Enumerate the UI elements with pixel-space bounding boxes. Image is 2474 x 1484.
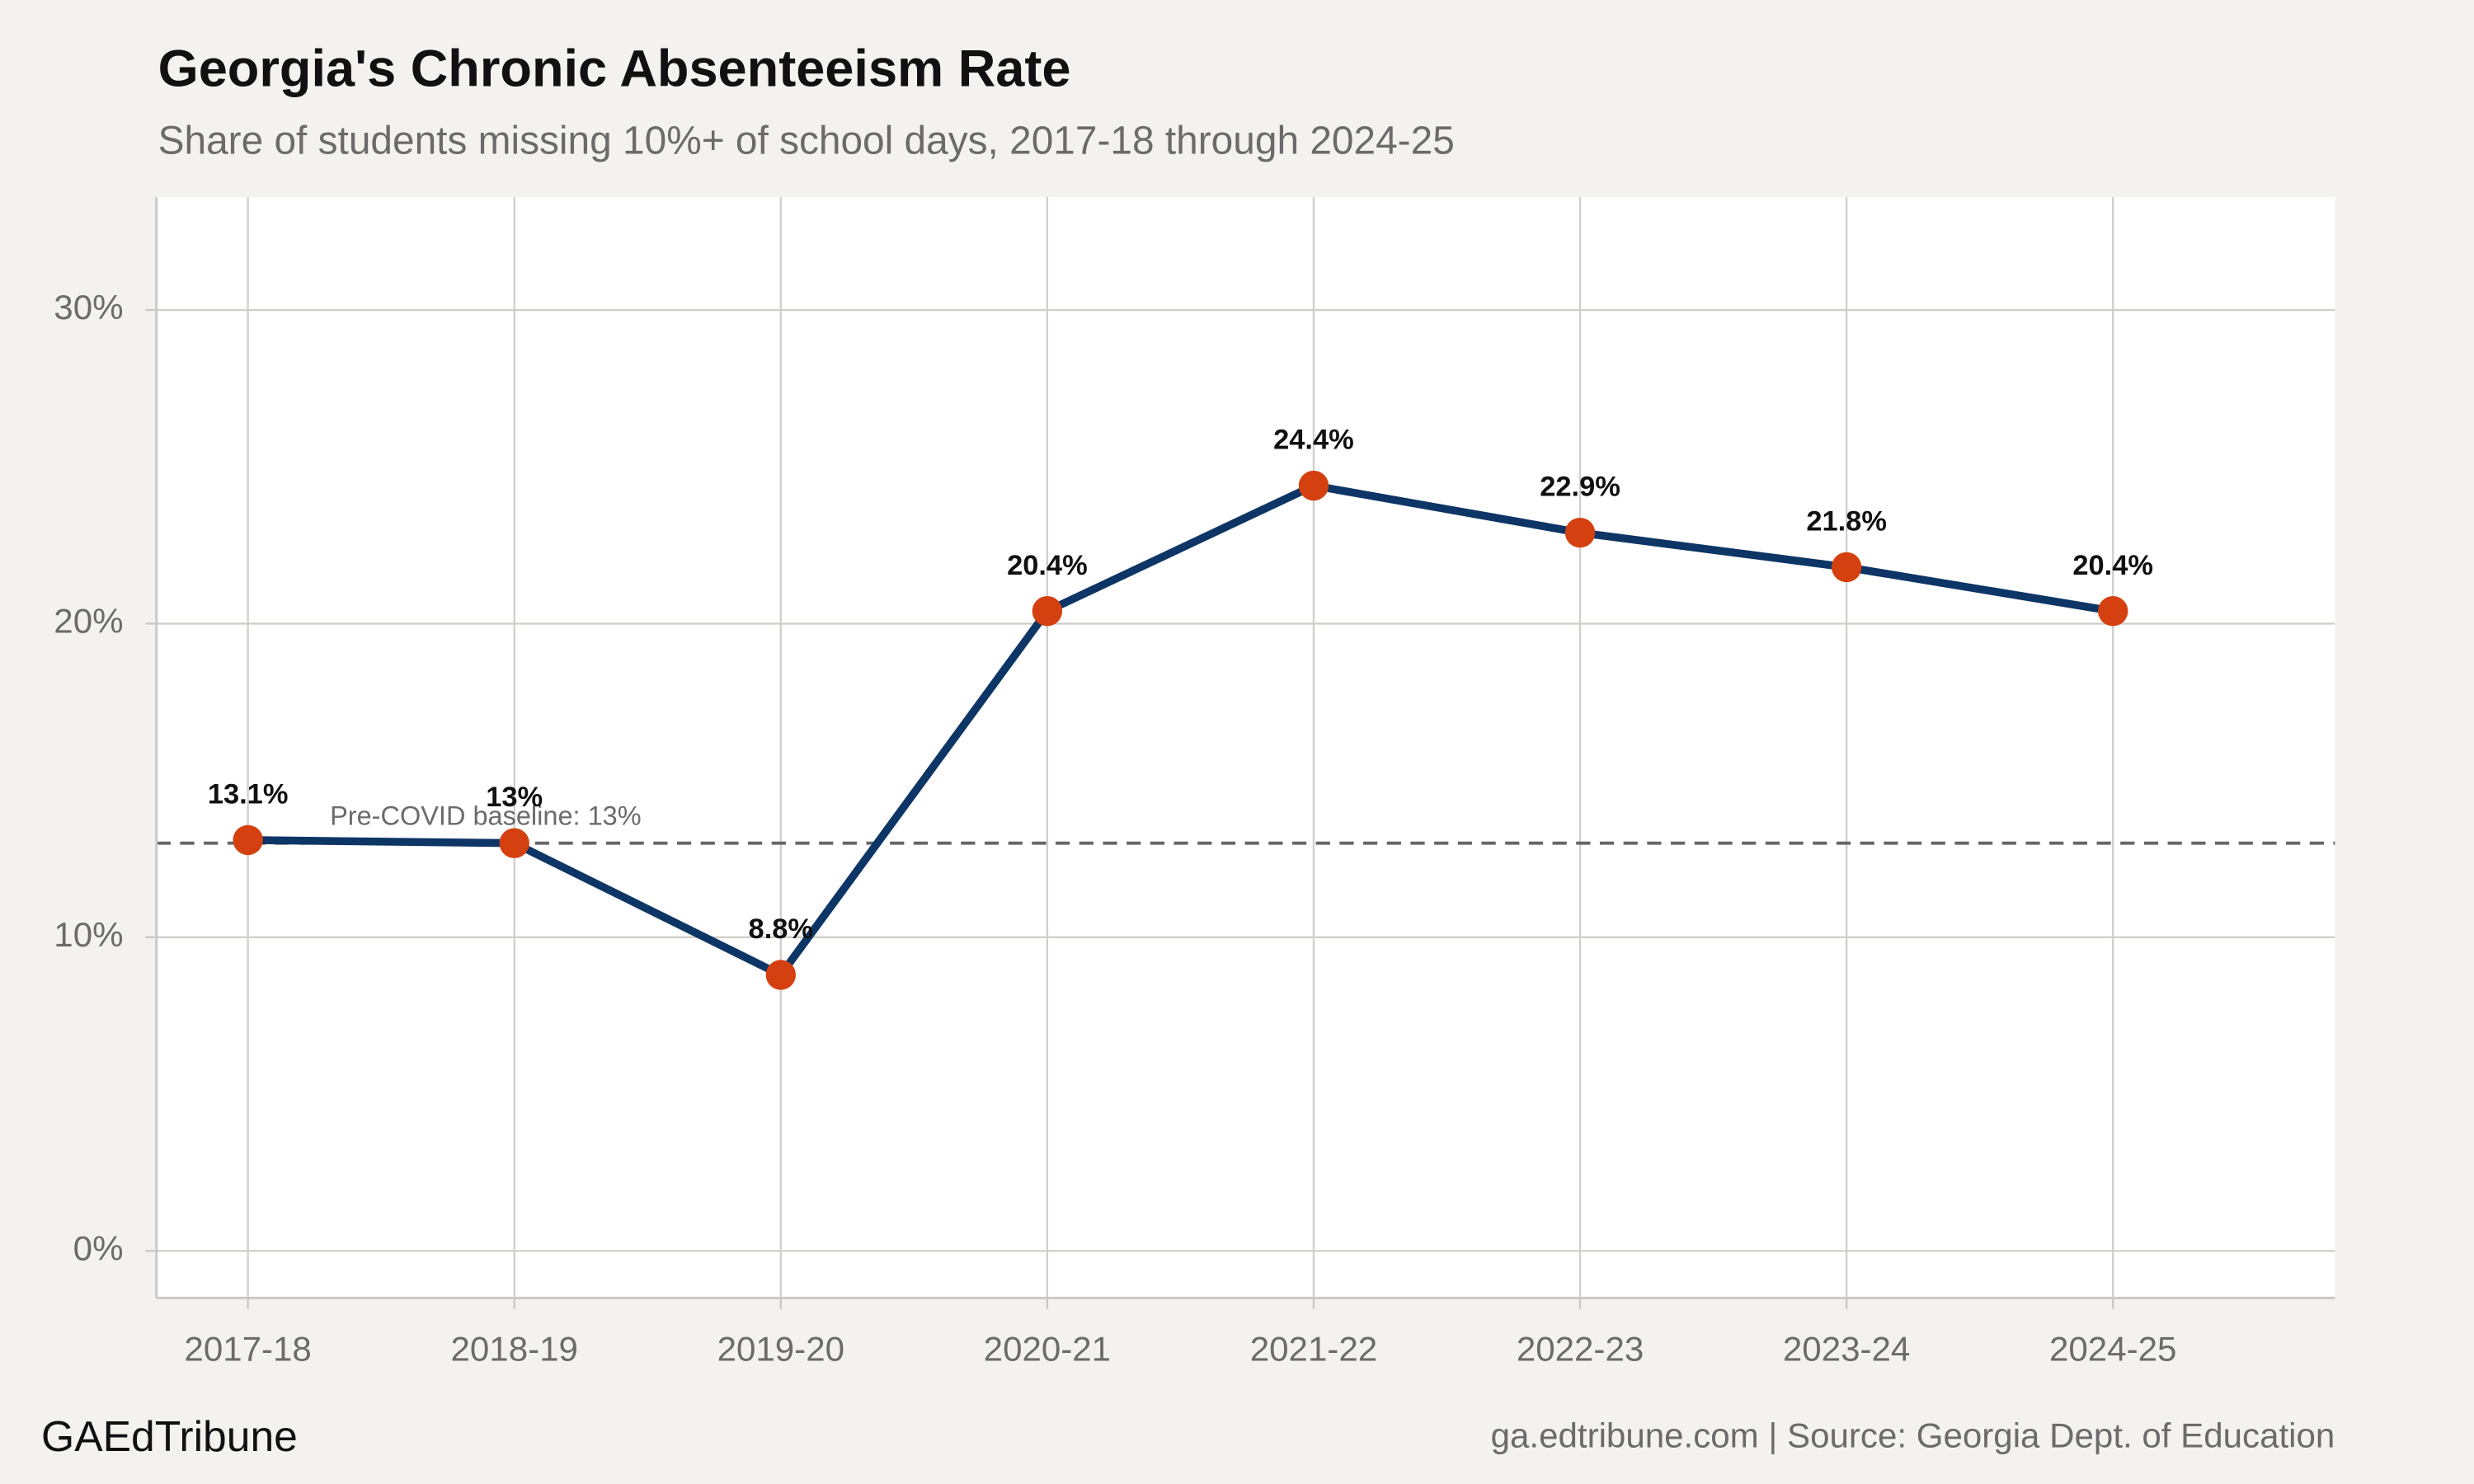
grid: 0% 10% 20% 30% 2017-18 2018-19 2019-20 2020-21 2… — [54, 197, 2335, 1368]
data-label: 13% — [486, 782, 543, 813]
data-point — [233, 824, 263, 856]
x-tick-label: 2019-20 — [717, 1329, 844, 1368]
x-tick-label: 2020-21 — [984, 1329, 1111, 1368]
x-tick-label: 2021-22 — [1250, 1329, 1377, 1368]
data-point — [1032, 596, 1063, 627]
x-tick-label: 2022-23 — [1517, 1329, 1644, 1368]
data-label: 20.4% — [2072, 550, 2153, 581]
y-tick-label: 30% — [54, 288, 123, 326]
data-label: 8.8% — [749, 913, 813, 945]
x-tick-label: 2018-19 — [451, 1329, 578, 1368]
chart-subtitle: Share of students missing 10%+ of school… — [158, 120, 1455, 163]
y-tick-label: 0% — [73, 1228, 124, 1267]
data-point — [1564, 517, 1596, 548]
data-point — [499, 828, 529, 858]
data-point — [1298, 470, 1329, 501]
chart-title: Georgia's Chronic Absenteeism Rate — [158, 40, 1071, 98]
source: ga.edtribune.com | Source: Georgia Dept.… — [1491, 1416, 2335, 1455]
data-label: 13.1% — [208, 778, 289, 810]
data-point — [1831, 552, 1862, 583]
marks: Pre-COVID baseline: 13% 13.1% 13% 8.8% 20.4%… — [156, 425, 2335, 990]
brand: GAEdTribune — [41, 1412, 298, 1460]
y-tick-label: 10% — [54, 915, 123, 954]
x-tick-label: 2017-18 — [184, 1329, 311, 1368]
data-label: 21.8% — [1806, 506, 1887, 538]
x-tick-label: 2024-25 — [2049, 1329, 2176, 1368]
plot-panel — [156, 197, 2335, 1298]
y-tick-label: 20% — [54, 602, 123, 641]
data-label: 24.4% — [1273, 425, 1354, 456]
data-point — [2098, 596, 2128, 627]
x-tick-label: 2023-24 — [1783, 1329, 1910, 1368]
data-label: 22.9% — [1540, 472, 1620, 503]
data-point — [765, 960, 796, 990]
series-line — [247, 481, 2114, 979]
reference-label: Pre-COVID baseline: 13% — [330, 801, 642, 831]
data-label: 20.4% — [1007, 550, 1088, 581]
